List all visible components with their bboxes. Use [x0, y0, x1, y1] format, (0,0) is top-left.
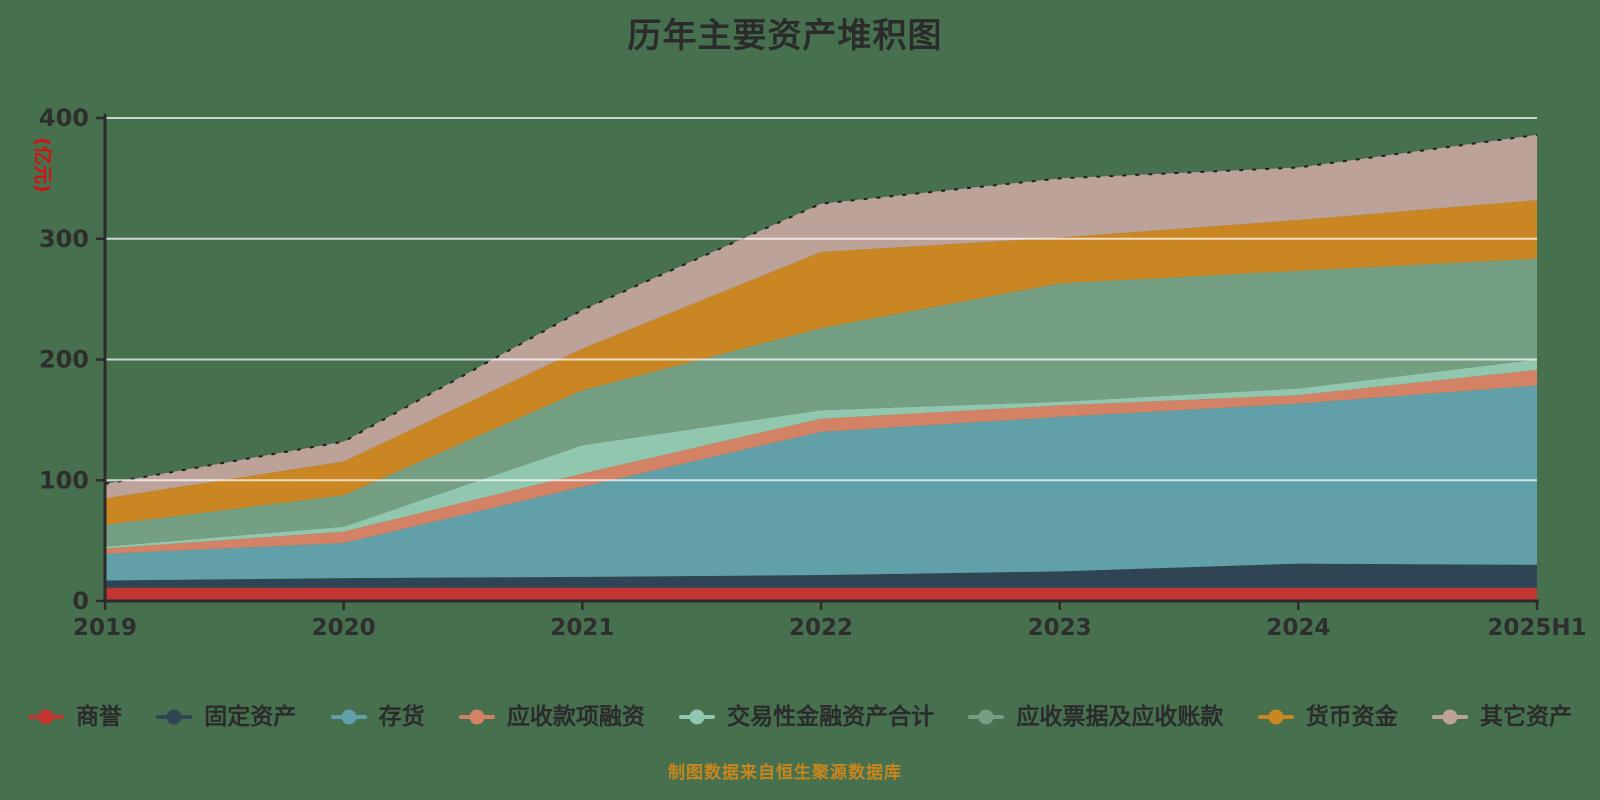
- legend-line-circle-icon: [1257, 709, 1294, 725]
- legend-dot-icon: [1442, 709, 1458, 725]
- x-tick-label: 2024: [1266, 615, 1330, 641]
- legend-item-固定资产[interactable]: 固定资产: [156, 699, 296, 735]
- legend-label: 商誉: [76, 704, 122, 730]
- legend-item-其它资产[interactable]: 其它资产: [1431, 699, 1572, 735]
- legend-item-商誉[interactable]: 商誉: [28, 699, 122, 735]
- legend-line-circle-icon: [156, 709, 193, 725]
- x-tick-label: 2022: [789, 615, 853, 641]
- y-tick-label: 0: [72, 587, 89, 615]
- x-tick-label: 2019: [73, 615, 137, 641]
- area-应收票据及应收账款: [105, 258, 1537, 547]
- legend-item-货币资金[interactable]: 货币资金: [1257, 699, 1398, 735]
- legend-line-circle-icon: [1431, 709, 1468, 725]
- y-tick-label: 300: [39, 225, 89, 253]
- x-tick-label: 2021: [550, 615, 614, 641]
- legend-dot-icon: [38, 709, 54, 725]
- legend-label: 交易性金融资产合计: [727, 704, 935, 730]
- area-其它资产: [105, 134, 1537, 499]
- legend-item-应收款项融资[interactable]: 应收款项融资: [458, 699, 645, 735]
- source-note: 制图数据来自恒生聚源数据库: [668, 763, 902, 783]
- legend-dot-icon: [341, 709, 357, 725]
- area-存货: [105, 385, 1537, 581]
- legend-item-应收票据及应收账款[interactable]: 应收票据及应收账款: [968, 699, 1223, 735]
- area-货币资金: [105, 200, 1537, 525]
- area-商誉: [105, 587, 1537, 601]
- legend-item-存货[interactable]: 存货: [330, 699, 425, 735]
- legend-label: 应收票据及应收账款: [1016, 704, 1224, 730]
- x-tick-label: 2023: [1028, 615, 1092, 641]
- x-tick-label: 2020: [312, 615, 376, 641]
- legend-label: 其它资产: [1479, 704, 1572, 730]
- area-交易性金融资产合计: [105, 359, 1537, 549]
- legend-item-交易性金融资产合计[interactable]: 交易性金融资产合计: [679, 699, 934, 735]
- chart-title: 历年主要资产堆积图: [627, 16, 943, 56]
- y-tick-label: 400: [39, 104, 89, 132]
- legend-dot-icon: [469, 709, 485, 725]
- legend-line-circle-icon: [330, 709, 367, 725]
- legend-line-circle-icon: [968, 709, 1005, 725]
- legend-line-circle-icon: [28, 709, 64, 725]
- area-应收款项融资: [105, 369, 1537, 554]
- legend-label: 应收款项融资: [506, 704, 645, 730]
- legend-label: 存货: [378, 704, 425, 730]
- area-固定资产: [105, 563, 1537, 588]
- legend: 商誉 固定资产 存货 应收款项融资 交易性金融资产合计 应收票据及应收账款 货币资金 其它资产: [0, 699, 1600, 735]
- legend-dot-icon: [166, 709, 182, 725]
- x-tick-label: 2025H1: [1487, 615, 1586, 641]
- y-tick-label: 200: [39, 346, 89, 374]
- legend-label: 固定资产: [204, 704, 297, 730]
- legend-line-circle-icon: [458, 709, 495, 725]
- legend-dot-icon: [1268, 709, 1284, 725]
- legend-label: 货币资金: [1305, 704, 1398, 730]
- legend-dot-icon: [978, 709, 994, 725]
- stacked-area-chart[interactable]: 0 100 200 300 400 2019 2020 2021 2022 2023 2024 202…: [0, 0, 1600, 690]
- legend-dot-icon: [689, 709, 705, 725]
- y-tick-label: 100: [39, 466, 89, 494]
- legend-line-circle-icon: [679, 709, 716, 725]
